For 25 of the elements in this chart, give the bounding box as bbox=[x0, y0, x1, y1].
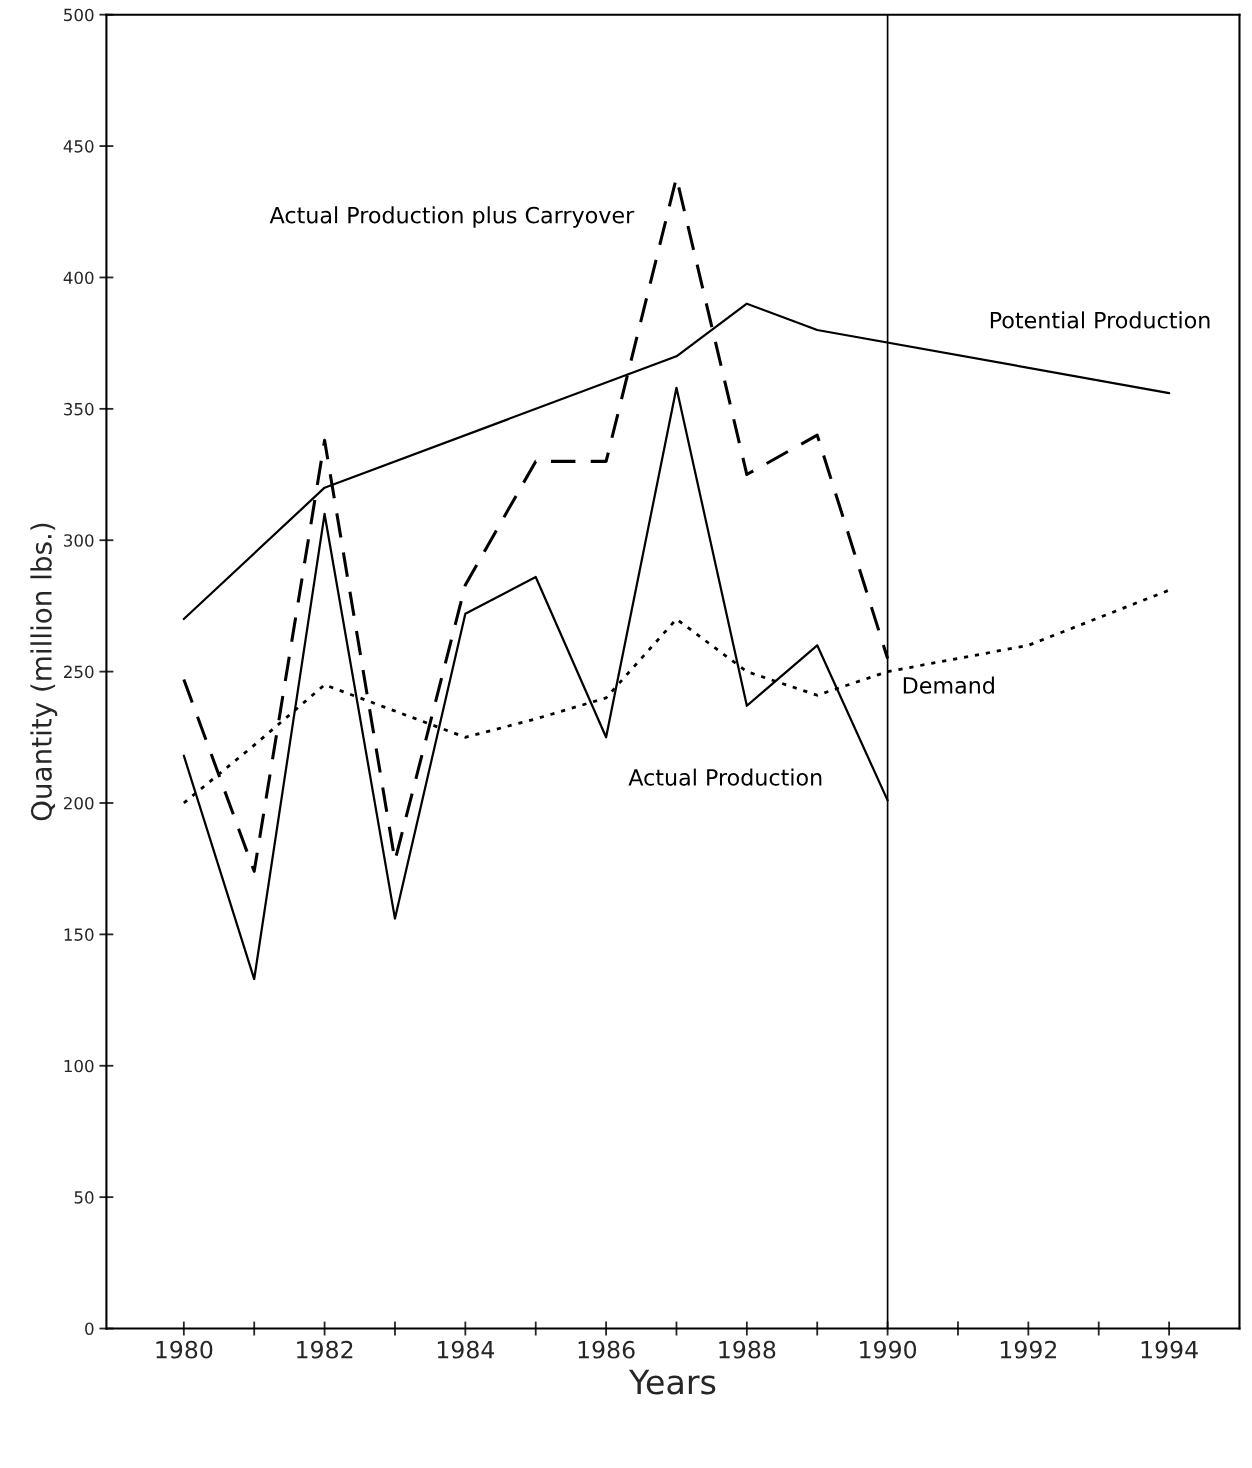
y-tick-label: 100 bbox=[64, 1059, 94, 1073]
x-tick-label: 1992 bbox=[1000, 1340, 1057, 1359]
y-tick-label: 50 bbox=[74, 1191, 94, 1204]
y-tick-label: 450 bbox=[63, 140, 94, 153]
y-tick-label: 400 bbox=[63, 271, 94, 285]
x-tick-label: 1994 bbox=[1141, 1340, 1198, 1359]
y-tick-label: 0 bbox=[85, 1322, 94, 1336]
x-tick-label: 1980 bbox=[156, 1340, 213, 1359]
y-tick-label: 300 bbox=[64, 534, 94, 547]
x-tick-label: 1990 bbox=[860, 1340, 917, 1359]
y-axis-title: Quantity (million lbs.) bbox=[30, 523, 58, 821]
x-tick-label: 1984 bbox=[437, 1340, 495, 1359]
series-label: Demand bbox=[903, 676, 994, 694]
x-tick-label: 1986 bbox=[578, 1340, 635, 1359]
y-tick-label: 350 bbox=[64, 402, 94, 416]
y-tick-label: 250 bbox=[64, 665, 94, 679]
x-axis-title: Years bbox=[628, 1369, 716, 1395]
series-label: Actual Production plus Carryover bbox=[269, 206, 635, 228]
series-label: Actual Production bbox=[628, 768, 822, 786]
series-label: Potential Production bbox=[990, 311, 1210, 329]
x-tick-label: 1982 bbox=[297, 1340, 353, 1359]
y-tick-label: 200 bbox=[64, 796, 94, 810]
y-tick-label: 150 bbox=[64, 928, 94, 941]
y-tick-label: 500 bbox=[64, 8, 94, 22]
x-tick-label: 1988 bbox=[719, 1340, 776, 1359]
